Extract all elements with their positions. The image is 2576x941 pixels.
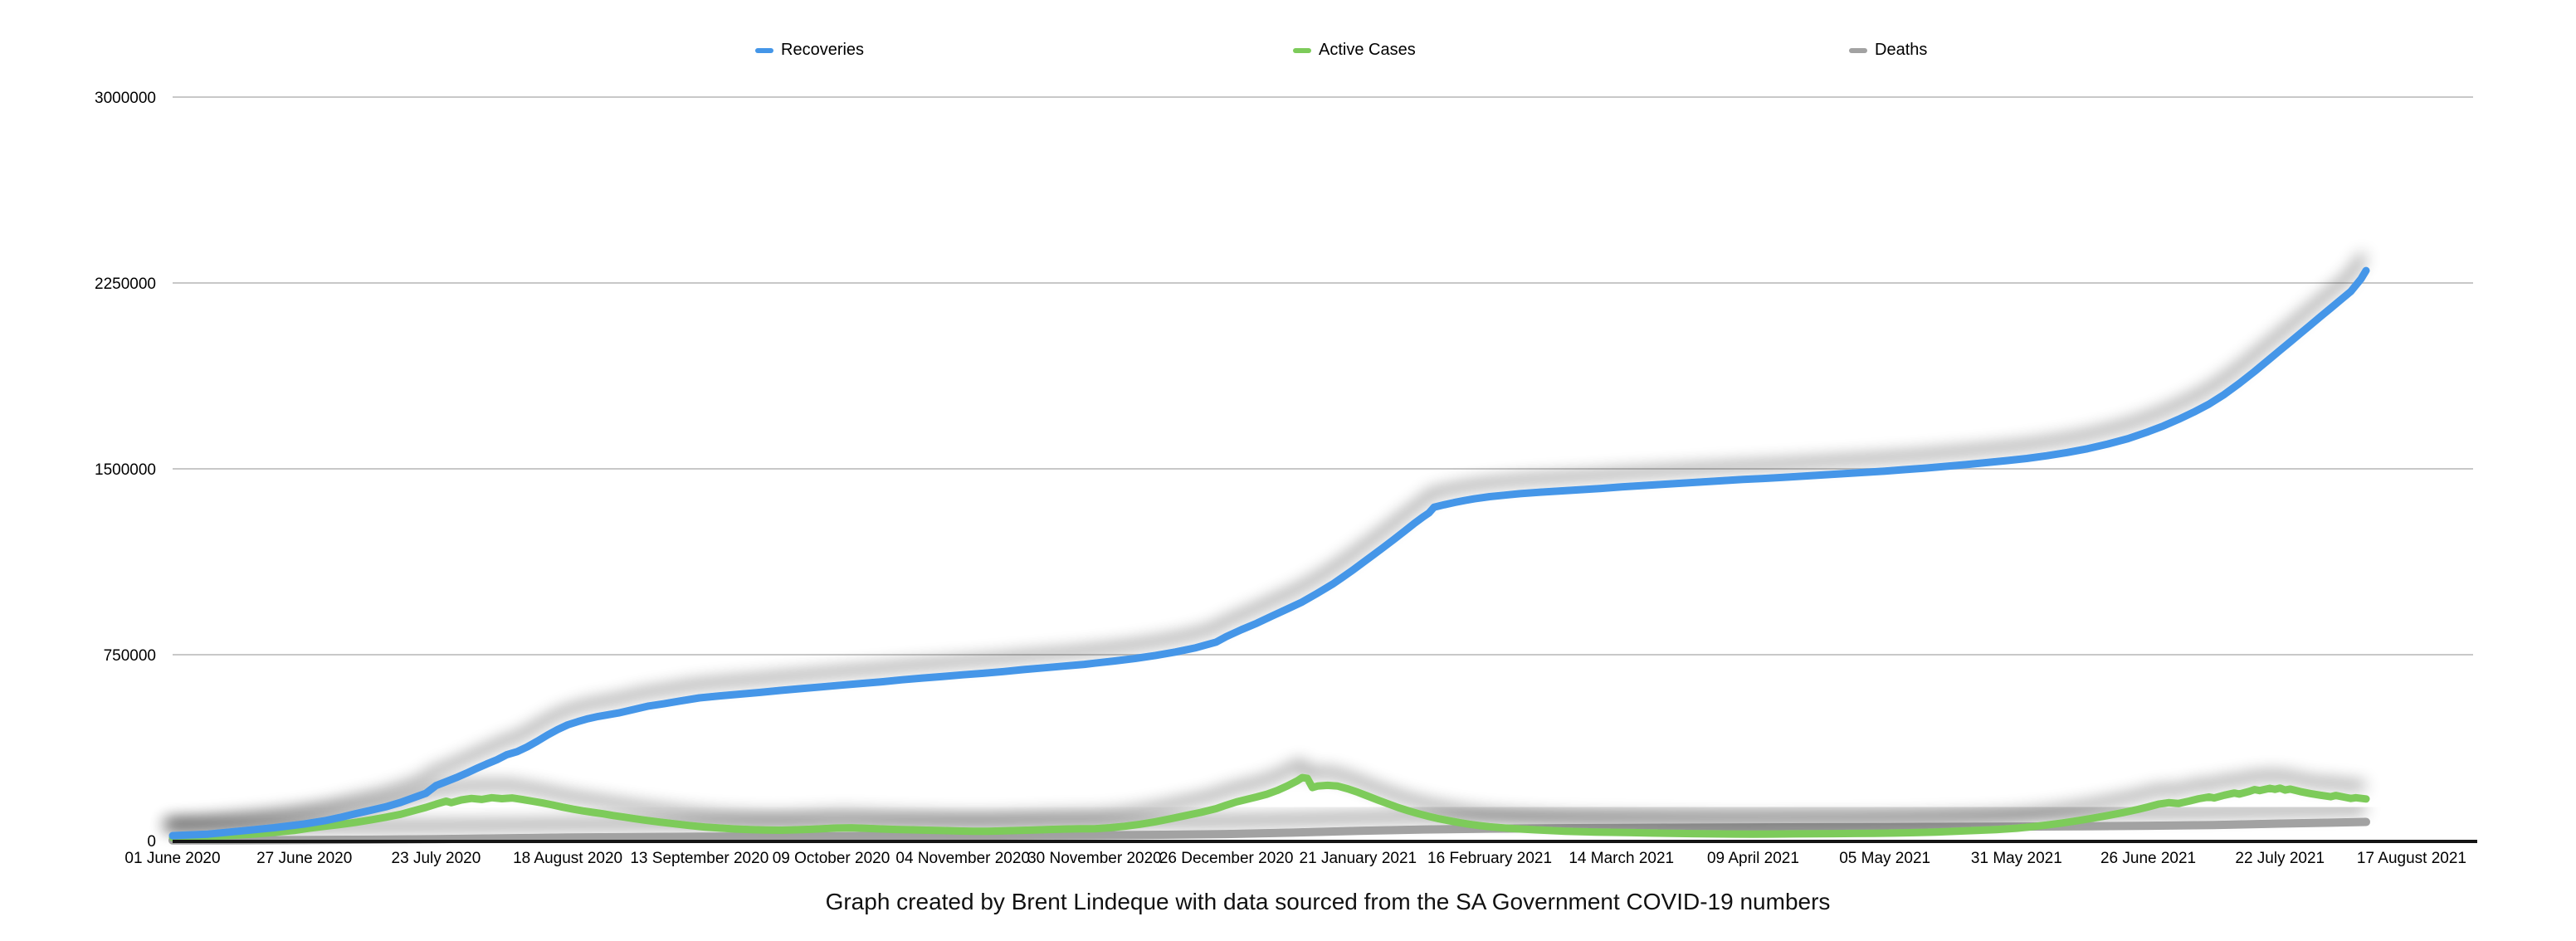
x-tick-label-21-january-2021: 21 January 2021 <box>1300 850 1417 867</box>
deaths-line-swatch-icon <box>1849 47 1867 53</box>
x-tick-label-13-september-2020: 13 September 2020 <box>630 850 768 867</box>
x-tick-label-04-november-2020: 04 November 2020 <box>895 850 1030 867</box>
x-axis-tick-labels: 01 June 2020 27 June 2020 23 July 2020 18 A… <box>124 850 2466 867</box>
recoveries-line-swatch-icon <box>755 47 773 53</box>
x-tick-label-22-july-2021: 22 July 2021 <box>2235 850 2325 867</box>
legend-item-deaths: Deaths <box>1849 41 1927 60</box>
legend-label-recoveries: Recoveries <box>781 41 865 59</box>
x-tick-label-01-june-2020: 01 June 2020 <box>124 850 220 867</box>
x-tick-label-17-august-2021: 17 August 2021 <box>2357 850 2466 867</box>
x-tick-label-23-july-2020: 23 July 2020 <box>392 850 481 867</box>
y-axis-tick-labels: 0 750000 1500000 2250000 3000000 <box>95 90 156 851</box>
x-tick-label-14-march-2021: 14 March 2021 <box>1569 850 1674 867</box>
legend-label-active-cases: Active Cases <box>1319 41 1416 59</box>
x-tick-label-18-august-2020: 18 August 2020 <box>513 850 622 867</box>
legend-label-deaths: Deaths <box>1875 41 1928 59</box>
x-tick-label-26-june-2021: 26 June 2021 <box>2100 850 2196 867</box>
x-tick-label-09-april-2021: 09 April 2021 <box>1707 850 1799 867</box>
series-line-active-cases <box>168 773 2370 841</box>
x-tick-label-30-november-2020: 30 November 2020 <box>1027 850 1162 867</box>
legend-item-recoveries: Recoveries <box>755 41 864 60</box>
chart-caption: Graph created by Brent Lindeque with dat… <box>825 889 1831 914</box>
x-tick-label-31-may-2021: 31 May 2021 <box>1971 850 2062 867</box>
series-lines <box>168 266 2370 845</box>
x-tick-label-27-june-2020: 27 June 2020 <box>256 850 352 867</box>
active-cases-line-swatch-icon <box>1293 47 1311 53</box>
y-tick-label-0: 0 <box>147 833 156 851</box>
series-line-recoveries <box>168 266 2370 840</box>
y-tick-label-3000000: 3000000 <box>95 90 156 107</box>
y-tick-label-1500000: 1500000 <box>95 461 156 479</box>
y-tick-label-2250000: 2250000 <box>95 275 156 293</box>
x-tick-label-16-february-2021: 16 February 2021 <box>1427 850 1552 867</box>
x-tick-label-26-december-2020: 26 December 2020 <box>1159 850 1294 867</box>
legend-item-active-cases: Active Cases <box>1293 41 1416 60</box>
gridlines <box>173 96 2473 656</box>
y-tick-label-750000: 750000 <box>104 647 156 665</box>
x-tick-label-09-october-2020: 09 October 2020 <box>773 850 890 867</box>
x-tick-label-05-may-2021: 05 May 2021 <box>1839 850 1930 867</box>
